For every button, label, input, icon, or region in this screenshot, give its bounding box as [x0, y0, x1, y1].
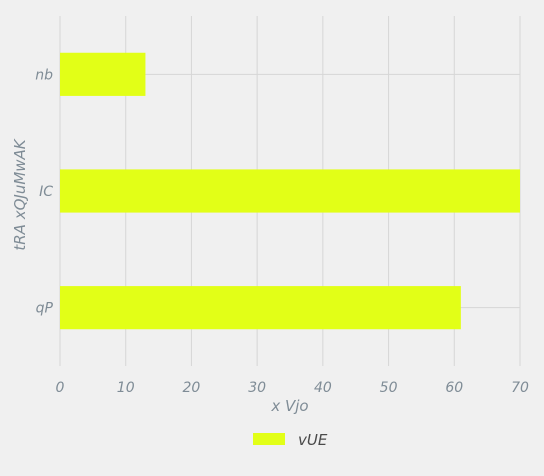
x-tick-label: 70 — [511, 380, 529, 396]
y-tick-label: IC — [39, 184, 53, 200]
x-tick-label: 30 — [248, 380, 266, 396]
legend: vUE — [253, 431, 328, 449]
x-tick-label: 20 — [183, 380, 201, 396]
y-tick-label: nb — [35, 67, 53, 83]
y-tick-label: qP — [36, 301, 54, 317]
x-tick-labels: 0 10 20 30 40 50 60 70 — [56, 380, 529, 396]
x-axis-label: x Vjo — [270, 397, 308, 415]
x-tick-label: 10 — [117, 380, 135, 396]
y-axis-label: tRA xQJuMwAK — [11, 138, 29, 250]
bar-nb — [60, 52, 146, 96]
x-tick-label: 0 — [56, 380, 65, 396]
x-tick-label: 50 — [380, 380, 398, 396]
y-tick-labels: qP IC nb — [35, 67, 53, 316]
legend-label: vUE — [298, 431, 328, 449]
legend-swatch — [253, 433, 285, 445]
bar-qP — [60, 286, 461, 330]
x-tick-label: 40 — [314, 380, 332, 396]
bar-IC — [60, 169, 520, 213]
x-tick-label: 60 — [445, 380, 463, 396]
bars — [60, 52, 520, 330]
